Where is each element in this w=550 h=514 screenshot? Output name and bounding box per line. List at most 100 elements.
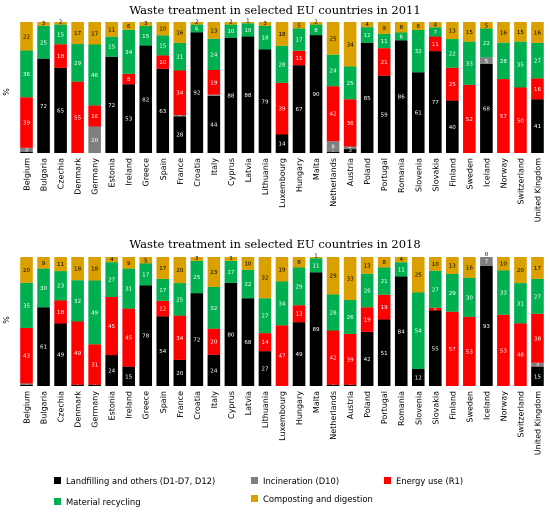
data-label-recycling: 34 xyxy=(278,301,286,307)
bar-segment-recycling xyxy=(224,24,238,38)
bar-segment-landfill xyxy=(446,100,459,153)
category-label: Finland xyxy=(448,158,457,187)
data-label-landfill: 53 xyxy=(125,117,133,123)
data-label-composting: 2 xyxy=(59,20,63,26)
data-label-recycling: 32 xyxy=(210,306,217,312)
data-label-composting: 4 xyxy=(365,22,369,28)
data-label-composting: 9 xyxy=(382,26,386,32)
bar-segment-composting xyxy=(190,22,204,25)
bar-segment-recycling xyxy=(122,268,136,309)
data-label-incineration: 20 xyxy=(91,138,99,144)
bar-segment-energy xyxy=(428,307,442,311)
bar-segment-composting xyxy=(360,257,374,274)
data-label-composting: 15 xyxy=(517,30,525,36)
bar-segment-composting xyxy=(309,22,323,25)
bar-segment-energy xyxy=(275,82,289,135)
data-label-energy: 45 xyxy=(125,336,133,342)
bar-segment-composting xyxy=(343,257,357,300)
bar-segment-landfill xyxy=(531,99,544,153)
category-label: Hungary xyxy=(295,158,304,192)
bar-segment-composting xyxy=(105,22,118,37)
data-label-landfill: 79 xyxy=(261,99,269,105)
bar-segment-composting xyxy=(497,22,510,43)
bar-segment-composting xyxy=(292,257,306,268)
data-label-landfill: 93 xyxy=(483,324,491,330)
bar-segment-energy xyxy=(514,323,527,386)
data-label-recycling: 17 xyxy=(159,288,167,294)
data-label-composting: 17 xyxy=(534,266,542,272)
data-label-composting: 18 xyxy=(91,267,99,273)
bar-segment-composting xyxy=(54,257,67,272)
data-label-landfill: 65 xyxy=(57,108,65,114)
data-label-incineration: 5 xyxy=(485,59,489,65)
data-label-composting: 0 xyxy=(485,252,489,258)
bar-segment-landfill xyxy=(531,366,544,386)
data-label-recycling: 36 xyxy=(23,72,31,78)
data-label-composting: 2 xyxy=(229,20,233,26)
data-label-recycling: 10 xyxy=(244,28,252,34)
data-label-energy: 42 xyxy=(330,112,337,118)
data-label-composting: 25 xyxy=(330,36,338,42)
data-label-recycling: 25 xyxy=(40,40,48,46)
data-label-composting: 18 xyxy=(278,32,286,38)
data-label-energy: 55 xyxy=(74,115,82,121)
data-label-energy: 39 xyxy=(23,121,31,127)
bar-segment-incineration xyxy=(20,147,33,152)
data-label-landfill: 82 xyxy=(142,97,149,103)
data-label-landfill: 77 xyxy=(432,100,440,106)
data-label-recycling: 28 xyxy=(330,310,338,316)
category-label: Romania xyxy=(397,391,406,426)
bar-segment-landfill xyxy=(207,354,221,386)
category-label: Slovakia xyxy=(431,391,440,425)
data-label-composting: 3 xyxy=(42,21,46,27)
bar-segment-composting xyxy=(514,257,527,284)
bar-segment-recycling xyxy=(309,258,323,273)
bar-segment-composting xyxy=(394,257,408,263)
data-label-landfill: 41 xyxy=(534,124,542,130)
data-label-landfill: 63 xyxy=(159,109,167,115)
bar-segment-composting xyxy=(224,257,238,261)
category-label: Czechia xyxy=(57,158,66,189)
bar-segment-recycling xyxy=(190,260,204,294)
data-label-recycling: 54 xyxy=(415,329,423,335)
data-label-landfill: 51 xyxy=(381,351,389,357)
data-label-incineration: 3 xyxy=(25,147,29,153)
bar-segment-composting xyxy=(258,22,272,26)
data-label-composting: 23 xyxy=(210,270,218,276)
data-label-recycling: 6 xyxy=(399,34,403,40)
bar-segment-recycling xyxy=(54,24,67,45)
bar-segment-landfill xyxy=(105,56,118,154)
data-label-recycling: 23 xyxy=(57,284,65,290)
data-label-composting: 19 xyxy=(278,267,286,273)
category-label: Finland xyxy=(448,391,457,420)
data-label-landfill: 68 xyxy=(483,106,491,112)
data-label-recycling: 11 xyxy=(381,39,389,45)
data-label-recycling: 22 xyxy=(449,51,456,57)
legend-label-energy: Energy use (R1) xyxy=(396,476,463,486)
legend-label-incineration: Incineration (D10) xyxy=(263,476,339,486)
legend-swatch-incineration xyxy=(251,477,258,484)
data-label-recycling: 35 xyxy=(517,63,525,69)
data-label-energy: 45 xyxy=(108,324,116,330)
data-label-composting: 16 xyxy=(500,30,508,36)
category-label: Estonia xyxy=(108,158,117,188)
data-label-incineration: 3 xyxy=(536,362,540,368)
data-label-landfill: 72 xyxy=(108,103,115,109)
bars-2011: 1339362272002536501815200552917020164617… xyxy=(20,18,544,154)
bar-segment-recycling xyxy=(360,27,374,43)
data-label-recycling: 12 xyxy=(364,33,371,39)
bar-segment-landfill xyxy=(258,351,272,386)
data-label-recycling: 26 xyxy=(347,315,355,321)
bar-segment-composting xyxy=(173,22,187,43)
data-label-landfill: 40 xyxy=(449,125,457,131)
bar-segment-composting xyxy=(207,257,221,287)
bar-segment-recycling xyxy=(531,278,544,314)
data-label-recycling: 29 xyxy=(449,291,457,297)
data-label-recycling: 8 xyxy=(314,28,318,34)
bar-segment-composting xyxy=(156,257,170,279)
bar-segment-composting xyxy=(241,257,255,270)
data-label-landfill: 28 xyxy=(176,133,184,139)
data-label-composting: 16 xyxy=(466,265,474,271)
data-label-energy: 11 xyxy=(295,56,303,62)
bar-segment-energy xyxy=(360,307,374,332)
